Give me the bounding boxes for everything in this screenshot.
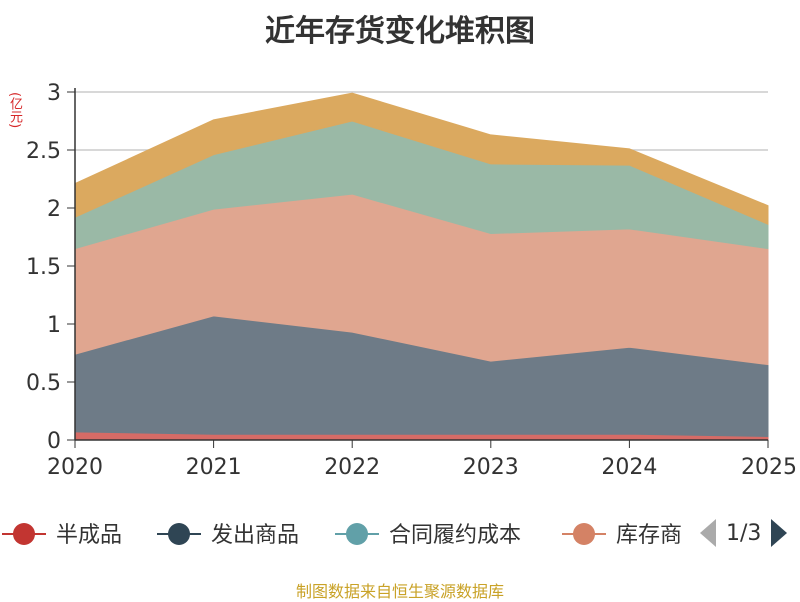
- x-tick-label: 2021: [186, 455, 242, 480]
- legend-label: 合同履约成本: [389, 523, 522, 548]
- x-tick-label: 2023: [463, 455, 519, 480]
- x-tick-label: 2022: [324, 455, 380, 480]
- legend-label: 发出商品: [211, 523, 300, 548]
- next-page-icon[interactable]: [771, 519, 788, 547]
- tick-labels: 0 0.5 1 1.5 2 2.5 3 2020 2021 2022 2023 2024 2025: [26, 81, 797, 480]
- y-tick-label: 1.5: [26, 255, 61, 280]
- area-series-4: [74, 92, 769, 225]
- legend-pager: 1/3: [700, 515, 788, 551]
- y-tick-label: 0: [47, 429, 61, 454]
- data-source-note: 制图数据来自恒生聚源数据库: [295, 582, 504, 601]
- y-tick-label: 0.5: [26, 371, 61, 396]
- x-tick-label: 2024: [601, 455, 657, 480]
- legend-item-inventory-goods[interactable]: 库存商: [560, 515, 740, 551]
- x-tick-label: 2020: [47, 455, 103, 480]
- area-series: [74, 92, 769, 441]
- legend-marker-icon: [333, 515, 381, 551]
- legend-label: 库存商: [616, 523, 683, 548]
- legend-item-contract-cost[interactable]: 合同履约成本: [333, 515, 521, 551]
- legend-marker-icon: [155, 515, 203, 551]
- y-tick-label: 2: [47, 197, 61, 222]
- legend-item-goods-issued[interactable]: 发出商品: [155, 515, 299, 551]
- legend-marker-icon: [560, 515, 608, 551]
- axes: [67, 88, 769, 448]
- legend-marker-icon: [0, 515, 48, 551]
- y-tick-label: 1: [47, 313, 61, 338]
- legend: 半成品 发出商品 合同履约成本 库存商: [0, 515, 800, 551]
- prev-page-icon[interactable]: [700, 519, 716, 547]
- y-axis-unit: (亿元): [7, 92, 22, 129]
- y-tick-label: 3: [47, 81, 61, 106]
- legend-item-semi-finished[interactable]: 半成品: [0, 515, 122, 551]
- x-tick-label: 2025: [741, 455, 797, 480]
- chart-title: 近年存货变化堆积图: [265, 14, 535, 49]
- legend-page-indicator: 1/3: [726, 520, 762, 546]
- legend-label: 半成品: [56, 523, 123, 548]
- y-tick-label: 2.5: [26, 139, 61, 164]
